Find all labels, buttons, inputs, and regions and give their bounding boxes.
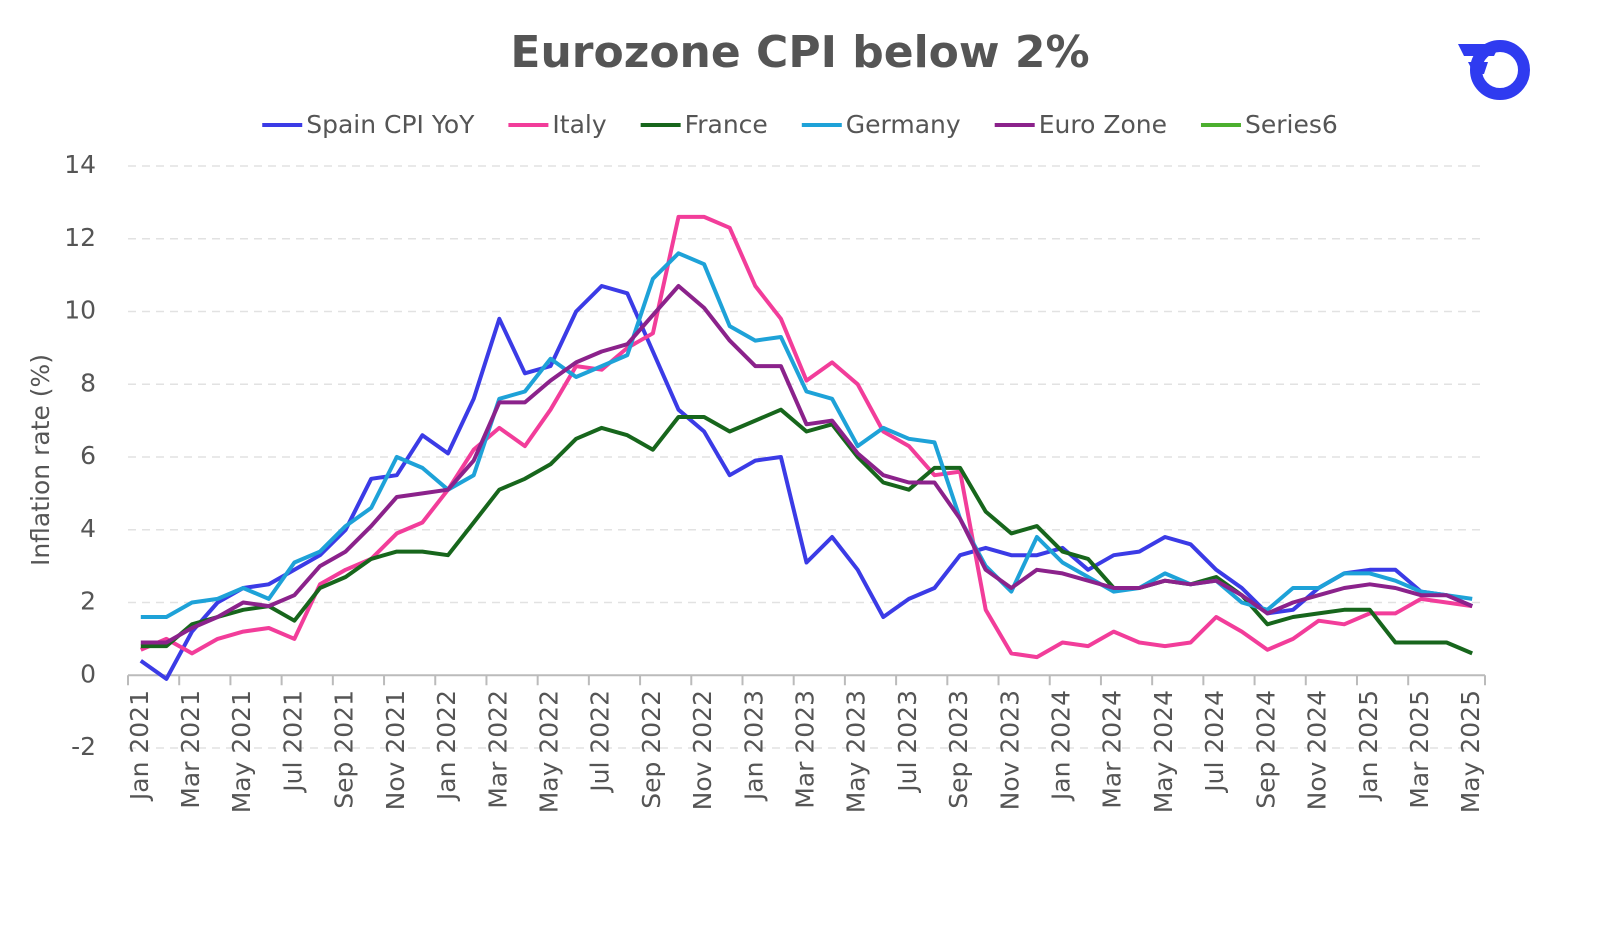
series-line (140, 251, 1473, 619)
legend-label: Euro Zone (1039, 110, 1167, 139)
y-tick-label: 8 (80, 368, 96, 397)
series-line (140, 284, 1473, 645)
x-tick-label: May 2025 (1456, 690, 1485, 813)
x-tick-label: Nov 2023 (995, 690, 1024, 810)
x-tick-label: Nov 2021 (381, 690, 410, 810)
x-tick-label: Jan 2021 (125, 690, 154, 802)
x-tick-label: May 2024 (1149, 690, 1178, 813)
y-tick-label: 6 (80, 441, 96, 470)
x-tick-label: Sep 2024 (1251, 690, 1280, 809)
legend-label: France (685, 110, 768, 139)
x-tick-label: May 2022 (534, 690, 563, 813)
x-tick-label: Jan 2023 (739, 690, 768, 802)
chart-title: Eurozone CPI below 2% (510, 27, 1089, 78)
x-tick-label: Nov 2024 (1303, 690, 1332, 810)
series-line (139, 284, 1473, 681)
x-tick-label: Mar 2022 (483, 690, 512, 809)
y-tick-label: 4 (80, 514, 96, 543)
x-tick-label: Mar 2025 (1405, 690, 1434, 809)
legend-label: Germany (846, 110, 961, 139)
x-tick-label: May 2021 (227, 690, 256, 813)
legend-label: Series6 (1245, 110, 1338, 139)
y-tick-label: 2 (80, 587, 96, 616)
x-tick-label: Jul 2024 (1200, 690, 1229, 794)
logo (1458, 40, 1530, 100)
x-tick-label: Nov 2022 (688, 690, 717, 810)
x-tick-label: Mar 2023 (791, 690, 820, 809)
y-tick-label: 14 (64, 150, 96, 179)
y-axis-label: Inflation rate (%) (26, 354, 55, 566)
legend-label: Italy (552, 110, 606, 139)
series-line (140, 214, 1473, 660)
y-tick-label: -2 (71, 732, 96, 761)
y-tick-label: 12 (64, 223, 96, 252)
x-tick-label: Jan 2022 (432, 690, 461, 802)
x-tick-label: Jul 2022 (586, 690, 615, 794)
x-tick-label: Sep 2022 (637, 690, 666, 809)
legend: Spain CPI YoY Italy France Germany Euro Zone… (262, 110, 1338, 139)
x-tick-label: Jan 2025 (1354, 690, 1383, 802)
x-tick-label: Sep 2021 (330, 690, 359, 809)
x-tick-label: Jan 2024 (1047, 690, 1076, 802)
x-tick-label: Jul 2021 (278, 690, 307, 794)
y-tick-label: 0 (80, 659, 96, 688)
x-tick-label: Jul 2023 (893, 690, 922, 794)
x-tick-label: Mar 2021 (176, 690, 205, 809)
x-tick-label: Sep 2023 (944, 690, 973, 809)
x-tick-label: Mar 2024 (1098, 690, 1127, 809)
x-tick-label: May 2023 (842, 690, 871, 813)
legend-label: Spain CPI YoY (306, 110, 475, 139)
y-tick-label: 10 (64, 296, 96, 325)
